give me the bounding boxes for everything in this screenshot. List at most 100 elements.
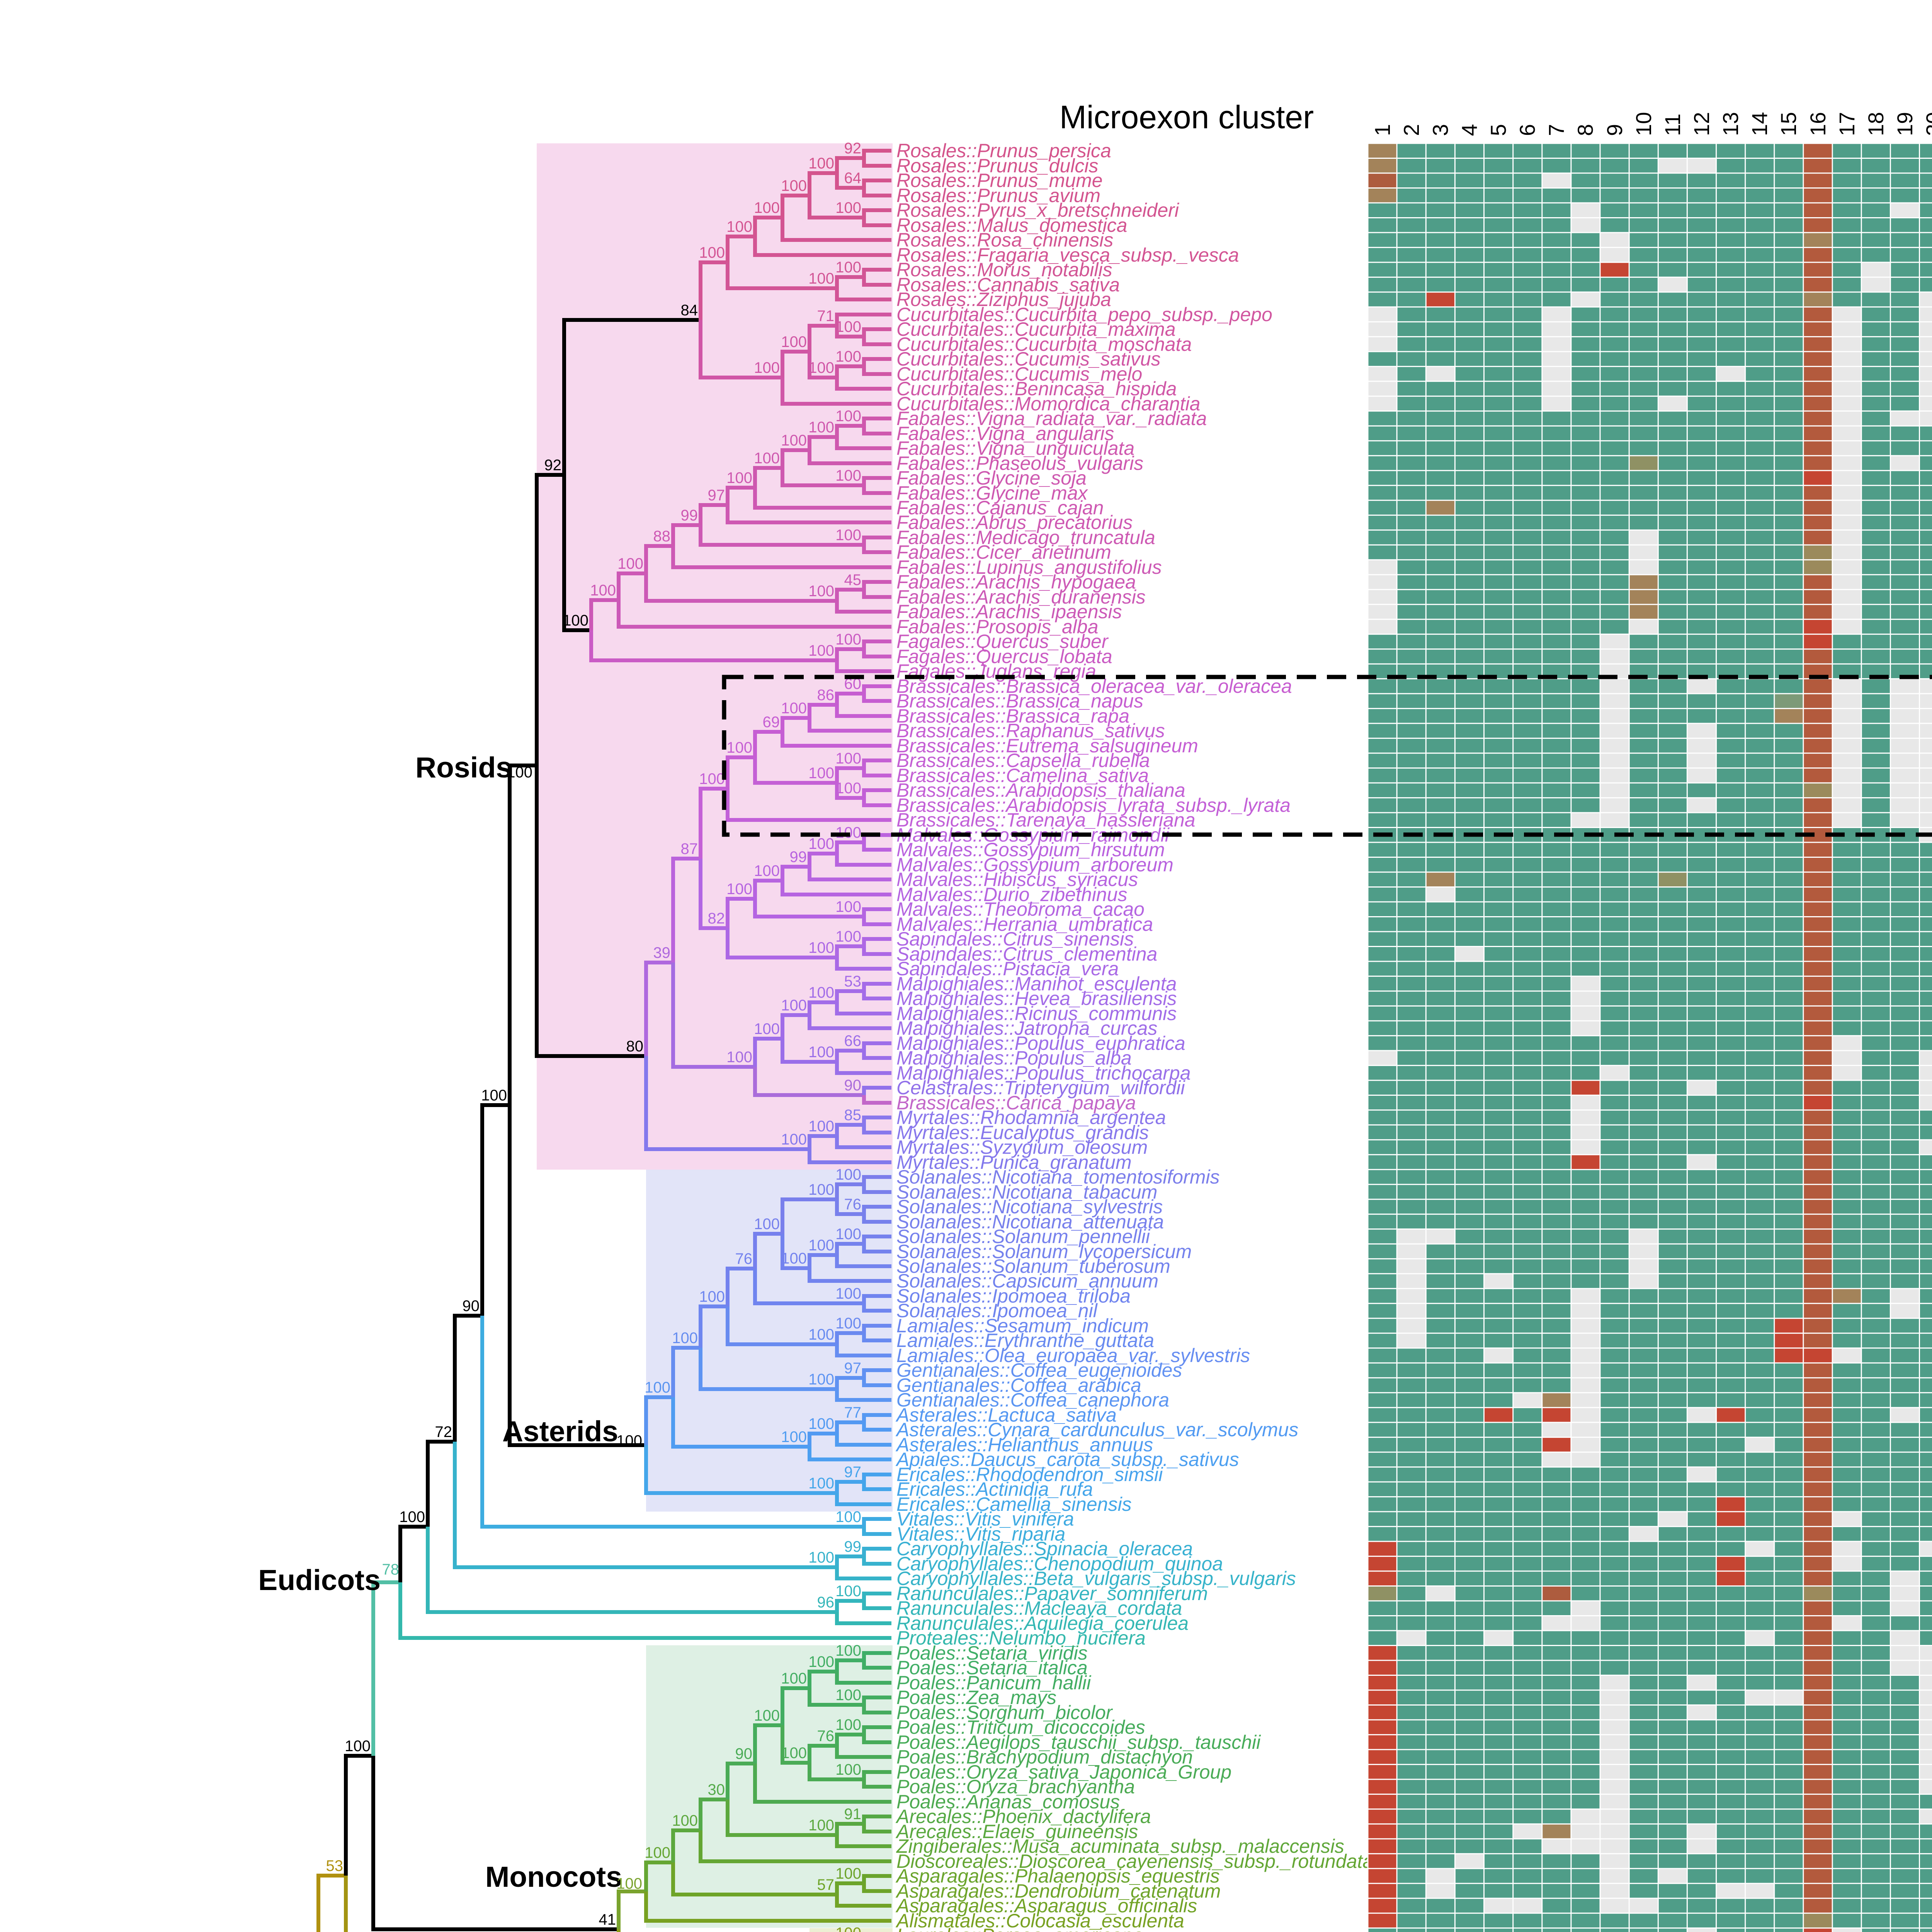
svg-text:100: 100 xyxy=(726,218,752,235)
svg-text:Asparagales::Dendrobium_catena: Asparagales::Dendrobium_catenatum xyxy=(895,1880,1221,1902)
svg-text:87: 87 xyxy=(681,840,698,857)
svg-text:Solanales::Capsicum_annuum: Solanales::Capsicum_annuum xyxy=(896,1270,1158,1292)
svg-text:Solanales::Solanum_tuberosum: Solanales::Solanum_tuberosum xyxy=(896,1255,1170,1277)
svg-text:Rosales::Prunus_mume: Rosales::Prunus_mume xyxy=(896,170,1103,191)
svg-text:100: 100 xyxy=(835,467,861,484)
svg-text:30: 30 xyxy=(708,1781,725,1798)
svg-text:Fabales::Arachis_ipaensis: Fabales::Arachis_ipaensis xyxy=(896,601,1122,622)
svg-text:Sapindales::Citrus_sinensis: Sapindales::Citrus_sinensis xyxy=(896,928,1134,950)
svg-text:100: 100 xyxy=(808,1549,834,1566)
svg-text:Rosales::Pyrus_x_bretschneider: Rosales::Pyrus_x_bretschneideri xyxy=(896,199,1180,221)
svg-text:Solanales::Nicotiana_attenuata: Solanales::Nicotiana_attenuata xyxy=(896,1211,1164,1233)
svg-text:Fabales::Arachis_hypogaea: Fabales::Arachis_hypogaea xyxy=(896,571,1136,593)
svg-text:100: 100 xyxy=(808,835,834,852)
svg-text:3: 3 xyxy=(1428,124,1452,136)
svg-text:100: 100 xyxy=(808,1475,834,1492)
svg-text:Arecales::Elaeis_guineensis: Arecales::Elaeis_guineensis xyxy=(895,1821,1138,1842)
svg-text:100: 100 xyxy=(808,583,834,600)
svg-text:Vitales::Vitis_vinifera: Vitales::Vitis_vinifera xyxy=(896,1508,1074,1530)
svg-text:Rosales::Morus_notabilis: Rosales::Morus_notabilis xyxy=(896,259,1112,281)
svg-text:Asparagales::Phalaenopsis_eque: Asparagales::Phalaenopsis_equestris xyxy=(895,1865,1220,1887)
svg-text:Asterales::Lactuca_sativa: Asterales::Lactuca_sativa xyxy=(895,1404,1117,1426)
svg-text:100: 100 xyxy=(699,770,725,787)
svg-text:86: 86 xyxy=(817,687,835,704)
svg-text:100: 100 xyxy=(617,555,643,572)
svg-text:Asterids: Asterids xyxy=(502,1415,618,1447)
svg-text:Myrtales::Rhodamnia_argentea: Myrtales::Rhodamnia_argentea xyxy=(896,1107,1166,1128)
svg-text:76: 76 xyxy=(735,1250,753,1267)
svg-text:Fabales::Glycine_soja: Fabales::Glycine_soja xyxy=(896,467,1087,489)
svg-text:100: 100 xyxy=(672,1812,698,1829)
svg-text:Fabales::Arachis_duranensis: Fabales::Arachis_duranensis xyxy=(896,586,1146,608)
svg-text:Caryophyllales::Beta_vulgaris_: Caryophyllales::Beta_vulgaris_subsp._vul… xyxy=(896,1568,1296,1589)
svg-text:76: 76 xyxy=(844,1196,862,1213)
svg-text:Poales::Panicum_hallii: Poales::Panicum_hallii xyxy=(896,1672,1092,1694)
svg-text:16: 16 xyxy=(1806,112,1830,136)
svg-text:Rosids: Rosids xyxy=(415,751,512,784)
svg-text:100: 100 xyxy=(781,333,807,350)
svg-text:97: 97 xyxy=(708,487,725,504)
svg-text:100: 100 xyxy=(781,1429,807,1446)
svg-text:100: 100 xyxy=(808,642,834,659)
svg-text:Rosales::Rosa_chinensis: Rosales::Rosa_chinensis xyxy=(896,229,1113,251)
svg-text:100: 100 xyxy=(808,1237,834,1254)
svg-text:Malpighiales::Manihot_esculent: Malpighiales::Manihot_esculenta xyxy=(896,973,1177,995)
svg-text:100: 100 xyxy=(835,631,861,648)
svg-text:Cucurbitales::Cucurbita_maxima: Cucurbitales::Cucurbita_maxima xyxy=(896,318,1176,340)
svg-text:53: 53 xyxy=(326,1857,344,1874)
svg-text:78: 78 xyxy=(382,1561,400,1578)
svg-text:Rosales::Prunus_dulcis: Rosales::Prunus_dulcis xyxy=(896,155,1099,177)
svg-text:100: 100 xyxy=(835,1509,861,1526)
svg-text:100: 100 xyxy=(835,259,861,276)
svg-text:2: 2 xyxy=(1399,124,1423,136)
svg-text:Malpighiales::Populus_euphrati: Malpighiales::Populus_euphratica xyxy=(896,1032,1185,1054)
svg-text:100: 100 xyxy=(808,155,834,172)
svg-text:Solanales::Nicotiana_sylvestri: Solanales::Nicotiana_sylvestris xyxy=(896,1196,1163,1218)
svg-text:Poales::Triticum_dicoccoides: Poales::Triticum_dicoccoides xyxy=(896,1716,1145,1738)
svg-text:100: 100 xyxy=(808,1118,834,1135)
svg-text:64: 64 xyxy=(844,170,862,187)
svg-text:100: 100 xyxy=(808,984,834,1001)
svg-text:Angiosperms: Angiosperms xyxy=(109,1929,294,1932)
svg-text:Apiales::Daucus_carota_subsp._: Apiales::Daucus_carota_subsp._sativus xyxy=(895,1449,1239,1470)
svg-text:Fabales::Vigna_unguiculata: Fabales::Vigna_unguiculata xyxy=(896,437,1134,459)
svg-text:Poales::Brachypodium_distachyo: Poales::Brachypodium_distachyon xyxy=(896,1746,1193,1768)
svg-text:Fabales::Medicago_truncatula: Fabales::Medicago_truncatula xyxy=(896,527,1155,548)
svg-text:4: 4 xyxy=(1457,124,1481,136)
svg-text:Rosales::Prunus_avium: Rosales::Prunus_avium xyxy=(896,185,1100,206)
svg-text:Fabales::Abrus_precatorius: Fabales::Abrus_precatorius xyxy=(896,512,1133,533)
svg-text:100: 100 xyxy=(781,177,807,194)
svg-text:Poales::Oryza_brachyantha: Poales::Oryza_brachyantha xyxy=(896,1776,1135,1798)
svg-text:20: 20 xyxy=(1922,112,1932,136)
svg-text:53: 53 xyxy=(844,973,862,990)
svg-text:88: 88 xyxy=(653,528,671,545)
svg-text:Eudicots: Eudicots xyxy=(258,1564,381,1596)
svg-text:Poales::Oryza_sativa_Japonica_: Poales::Oryza_sativa_Japonica_Group xyxy=(896,1761,1231,1783)
svg-text:100: 100 xyxy=(699,1288,725,1305)
svg-text:Poales::Aegilops_tauschii_subs: Poales::Aegilops_tauschii_subsp._tauschi… xyxy=(896,1731,1261,1753)
svg-text:100: 100 xyxy=(835,928,861,945)
svg-text:100: 100 xyxy=(563,612,588,629)
svg-text:100: 100 xyxy=(835,1761,861,1778)
svg-text:8: 8 xyxy=(1573,124,1597,136)
svg-text:100: 100 xyxy=(754,1216,780,1233)
svg-text:Solanales::Nicotiana_tabacum: Solanales::Nicotiana_tabacum xyxy=(896,1181,1157,1203)
svg-text:82: 82 xyxy=(708,910,725,927)
svg-text:Malvales::Herrania_umbratica: Malvales::Herrania_umbratica xyxy=(896,913,1153,935)
svg-text:17: 17 xyxy=(1835,112,1859,136)
svg-text:Monocots: Monocots xyxy=(485,1861,622,1893)
svg-text:100: 100 xyxy=(808,1326,834,1343)
svg-text:100: 100 xyxy=(699,244,725,261)
svg-text:100: 100 xyxy=(835,1226,861,1243)
svg-text:76: 76 xyxy=(817,1728,835,1745)
svg-text:Brassicales::Tarenaya_hassleri: Brassicales::Tarenaya_hassleriana xyxy=(896,809,1196,831)
svg-text:100: 100 xyxy=(808,1817,834,1834)
svg-text:80: 80 xyxy=(626,1038,644,1055)
svg-text:100: 100 xyxy=(590,582,616,599)
svg-text:Malvales::Hibiscus_syriacus: Malvales::Hibiscus_syriacus xyxy=(896,869,1138,890)
svg-text:Brassicales::Brassica_napus: Brassicales::Brassica_napus xyxy=(896,690,1143,712)
svg-text:19: 19 xyxy=(1893,112,1917,136)
svg-text:100: 100 xyxy=(481,1087,507,1104)
svg-text:100: 100 xyxy=(507,764,532,781)
svg-text:72: 72 xyxy=(435,1423,452,1440)
